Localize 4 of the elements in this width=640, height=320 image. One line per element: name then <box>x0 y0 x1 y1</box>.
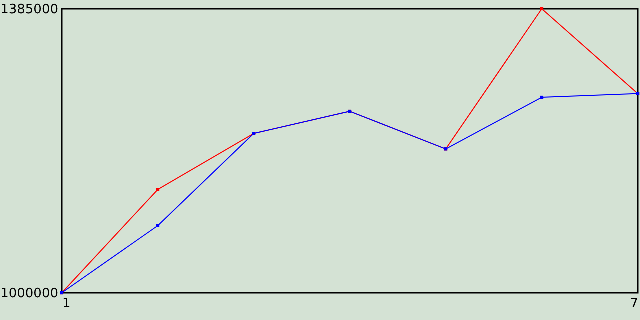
y-tick-label: 1000000 <box>0 286 58 302</box>
y-tick-label: 1385000 <box>0 2 58 18</box>
x-tick-label: 7 <box>630 296 638 312</box>
x-tick-label: 1 <box>62 296 71 312</box>
